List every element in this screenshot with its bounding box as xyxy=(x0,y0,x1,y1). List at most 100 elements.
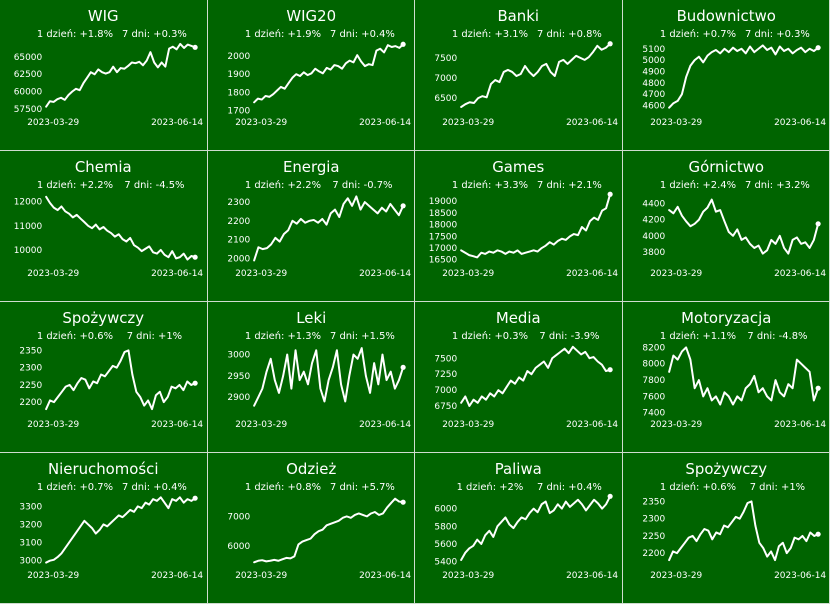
last-point-marker xyxy=(607,367,613,373)
chart-title: Odzież xyxy=(286,460,336,478)
last-point-marker xyxy=(192,44,198,50)
y-tick-label: 3000 xyxy=(19,557,42,567)
stat-7-days: 7 dni: -3.9% xyxy=(539,331,599,342)
stat-7-days: 7 dni: +1% xyxy=(127,331,182,342)
chart-panel: Media 1 dzień: +0.3% 7 dni: -3.9% 6750 7000 7… xyxy=(415,302,623,453)
stat-1-day: 1 dzień: +1.3% xyxy=(244,330,320,342)
y-tick-label: 19000 xyxy=(429,197,458,207)
y-tick-label: 7500 xyxy=(434,354,457,364)
series-line xyxy=(252,195,404,262)
x-start-date: 2023-03-29 xyxy=(27,420,79,430)
y-tick-label: 2350 xyxy=(642,497,665,507)
chart-panel: Górnictwo 1 dzień: +2.4% 7 dni: +3.2% 3800 4… xyxy=(622,151,830,302)
chart-panel: Odzież 1 dzień: +0.8% 7 dni: +5.7% 6000 7000… xyxy=(207,453,415,604)
chart-panel: Motoryzacja 1 dzień: +1.1% 7 dni: -4.8% 740… xyxy=(622,302,830,453)
stat-7-days: 7 dni: +5.7% xyxy=(329,482,394,493)
x-start-date: 2023-03-29 xyxy=(442,420,494,430)
stat-7-days: 7 dni: +0.3% xyxy=(744,29,809,40)
x-start-date: 2023-03-29 xyxy=(650,420,702,430)
chart-svg: Górnictwo 1 dzień: +2.4% 7 dni: +3.2% 3800 4… xyxy=(642,158,826,279)
y-tick-label: 17000 xyxy=(429,244,458,254)
y-tick-label: 5400 xyxy=(434,558,457,568)
y-tick-label: 4700 xyxy=(642,90,665,100)
stat-1-day: 1 dzień: +1.1% xyxy=(659,330,735,342)
y-tick-label: 4000 xyxy=(642,232,665,242)
stat-7-days: 7 dni: +1% xyxy=(749,482,804,493)
y-tick-label: 2950 xyxy=(227,372,250,382)
chart-title: Spożywczy xyxy=(62,309,144,327)
stat-1-day: 1 dzień: +3.1% xyxy=(452,28,528,40)
chart-title: Nieruchomości xyxy=(48,460,158,478)
stat-7-days: 7 dni: +0.4% xyxy=(537,482,602,493)
y-tick-label: 7600 xyxy=(642,392,665,402)
y-tick-label: 5600 xyxy=(434,540,457,550)
series-line xyxy=(252,347,404,407)
chart-title: Banki xyxy=(497,7,539,25)
x-end-date: 2023-06-14 xyxy=(774,571,826,581)
x-end-date: 2023-06-14 xyxy=(774,420,826,430)
chart-svg: WIG 1 dzień: +1.8% 7 dni: +0.3% 57500 60000 6… xyxy=(14,7,204,128)
series-line xyxy=(460,495,612,561)
chart-svg: Paliwa 1 dzień: +2% 7 dni: +0.4% 5400 5600 58… xyxy=(434,460,618,581)
y-tick-label: 2900 xyxy=(227,393,250,403)
stat-1-day: 1 dzień: +0.7% xyxy=(659,28,735,40)
chart-panel: Leki 1 dzień: +1.3% 7 dni: +1.5% 2900 2950 30… xyxy=(207,302,415,453)
y-tick-label: 1800 xyxy=(227,88,250,98)
x-start-date: 2023-03-29 xyxy=(235,420,287,430)
stat-1-day: 1 dzień: +1.8% xyxy=(37,28,113,40)
y-tick-label: 2200 xyxy=(642,549,665,559)
y-tick-label: 4200 xyxy=(642,216,665,226)
x-start-date: 2023-03-29 xyxy=(442,118,494,128)
last-point-marker xyxy=(400,203,406,209)
y-tick-label: 2350 xyxy=(19,346,42,356)
y-tick-label: 62500 xyxy=(14,70,43,80)
y-tick-label: 5100 xyxy=(642,45,665,55)
chart-svg: WIG20 1 dzień: +1.9% 7 dni: +0.4% 1700 1800 1… xyxy=(227,7,411,128)
stat-1-day: 1 dzień: +2.2% xyxy=(37,179,113,191)
x-end-date: 2023-06-14 xyxy=(359,118,411,128)
chart-svg: Spożywczy 1 dzień: +0.6% 7 dni: +1% 2200 225… xyxy=(642,460,826,581)
y-tick-label: 5000 xyxy=(642,56,665,66)
series-line xyxy=(667,44,819,109)
chart-panel: Spożywczy 1 dzień: +0.6% 7 dni: +1% 2200 225… xyxy=(622,453,830,604)
y-tick-label: 2300 xyxy=(227,198,250,208)
y-tick-label: 6500 xyxy=(434,94,457,104)
last-point-marker xyxy=(815,531,821,537)
y-tick-label: 6000 xyxy=(227,542,250,552)
x-end-date: 2023-06-14 xyxy=(151,420,203,430)
stat-1-day: 1 dzień: +0.6% xyxy=(37,330,113,342)
stat-7-days: 7 dni: +0.3% xyxy=(122,29,187,40)
series-line xyxy=(252,497,404,564)
y-tick-label: 7000 xyxy=(434,386,457,396)
stat-7-days: 7 dni: +0.8% xyxy=(537,29,602,40)
y-tick-label: 1700 xyxy=(227,106,250,116)
last-point-marker xyxy=(192,380,198,386)
chart-panel: Nieruchomości 1 dzień: +0.7% 7 dni: +0.4% 3… xyxy=(0,453,208,604)
last-point-marker xyxy=(815,385,821,391)
stat-7-days: 7 dni: +3.2% xyxy=(744,180,809,191)
stat-7-days: 7 dni: +2.1% xyxy=(537,180,602,191)
x-start-date: 2023-03-29 xyxy=(650,269,702,279)
x-end-date: 2023-06-14 xyxy=(151,269,203,279)
series-line xyxy=(460,345,612,407)
chart-svg: Banki 1 dzień: +3.1% 7 dni: +0.8% 6500 7000 7… xyxy=(434,7,618,128)
chart-svg: Media 1 dzień: +0.3% 7 dni: -3.9% 6750 7000 7… xyxy=(434,309,618,430)
stat-1-day: 1 dzień: +0.8% xyxy=(244,481,320,493)
chart-svg: Spożywczy 1 dzień: +0.6% 7 dni: +1% 2200 225… xyxy=(19,309,203,430)
y-tick-label: 2250 xyxy=(642,532,665,542)
x-start-date: 2023-03-29 xyxy=(27,269,79,279)
stat-1-day: 1 dzień: +2% xyxy=(457,481,524,493)
last-point-marker xyxy=(607,191,613,197)
last-point-marker xyxy=(400,499,406,505)
y-tick-label: 7250 xyxy=(434,370,457,380)
y-tick-label: 7000 xyxy=(434,74,457,84)
chart-title: Górnictwo xyxy=(688,158,763,176)
chart-panel: WIG20 1 dzień: +1.9% 7 dni: +0.4% 1700 1800 1… xyxy=(207,0,415,151)
series-line xyxy=(667,500,819,562)
y-tick-label: 57500 xyxy=(14,105,43,115)
chart-title: Leki xyxy=(296,309,326,327)
y-tick-label: 12000 xyxy=(14,198,43,208)
last-point-marker xyxy=(815,45,821,51)
y-tick-label: 4900 xyxy=(642,67,665,77)
